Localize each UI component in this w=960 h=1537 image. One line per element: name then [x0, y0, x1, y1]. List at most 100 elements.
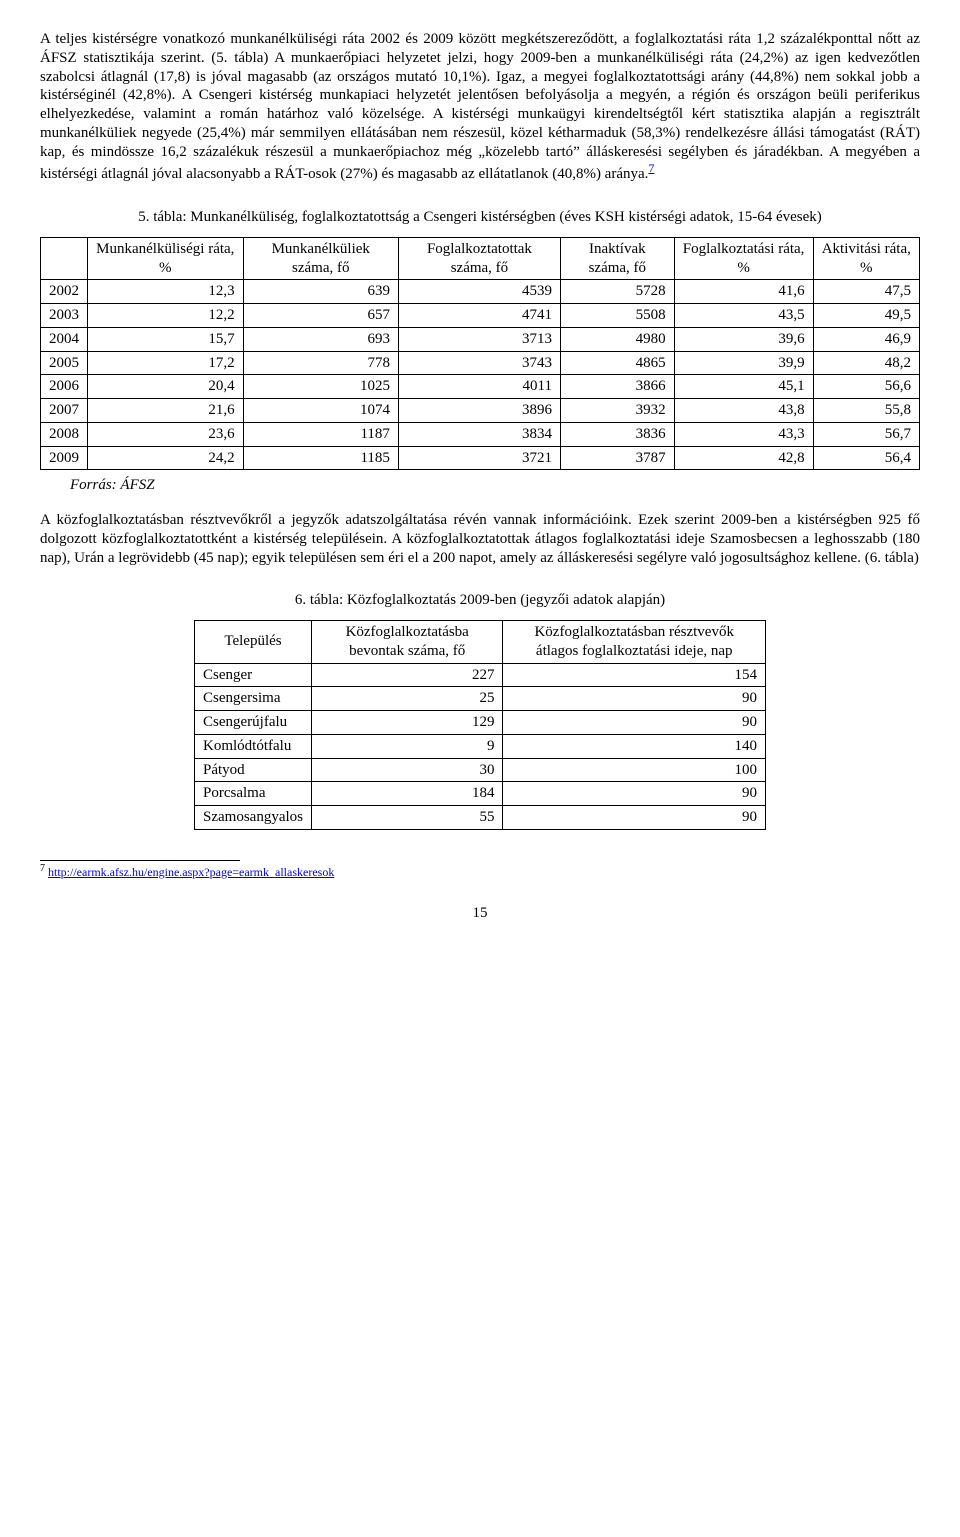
table6: Település Közfoglalkoztatásba bevontak s…: [194, 620, 766, 830]
table-cell: 657: [243, 304, 398, 328]
table-cell: 43,5: [674, 304, 813, 328]
table-row: Pátyod30100: [195, 758, 766, 782]
table-cell: 3932: [560, 399, 674, 423]
table-cell: 17,2: [88, 351, 244, 375]
table-cell: 43,3: [674, 422, 813, 446]
table-cell: 3721: [398, 446, 560, 470]
table5-header-row: Munkanélküliségi ráta, % Munkanélküliek …: [41, 237, 920, 280]
table-cell: 2006: [41, 375, 88, 399]
table-cell: 3713: [398, 327, 560, 351]
table6-h1: Közfoglalkoztatásba bevontak száma, fő: [311, 621, 502, 664]
table6-header-row: Település Közfoglalkoztatásba bevontak s…: [195, 621, 766, 664]
table-cell: 56,4: [813, 446, 919, 470]
table-cell: 47,5: [813, 280, 919, 304]
table-cell: 4741: [398, 304, 560, 328]
table5-h5: Foglalkoztatási ráta, %: [674, 237, 813, 280]
table-cell: 1074: [243, 399, 398, 423]
table-cell: 41,6: [674, 280, 813, 304]
table-cell: 24,2: [88, 446, 244, 470]
footnote-7-link[interactable]: http://earmk.afsz.hu/engine.aspx?page=ea…: [48, 865, 334, 879]
footnote-separator: [40, 860, 240, 861]
table-row: Csenger227154: [195, 663, 766, 687]
table-cell: 21,6: [88, 399, 244, 423]
table-cell: 227: [311, 663, 502, 687]
table-row: 200517,27783743486539,948,2: [41, 351, 920, 375]
table-cell: 2003: [41, 304, 88, 328]
table-cell: 90: [503, 806, 766, 830]
table-cell: 46,9: [813, 327, 919, 351]
table-cell: 2008: [41, 422, 88, 446]
table-cell: 39,9: [674, 351, 813, 375]
table-cell: 90: [503, 687, 766, 711]
table-cell: Csengerújfalu: [195, 711, 312, 735]
table-cell: 42,8: [674, 446, 813, 470]
table5-h1: Munkanélküliségi ráta, %: [88, 237, 244, 280]
table-cell: 3836: [560, 422, 674, 446]
table-cell: 778: [243, 351, 398, 375]
table-cell: 4980: [560, 327, 674, 351]
footnote-ref-7[interactable]: 7: [648, 161, 654, 175]
table-cell: 1187: [243, 422, 398, 446]
table5-h4: Inaktívak száma, fő: [560, 237, 674, 280]
table-cell: 129: [311, 711, 502, 735]
table-cell: 3787: [560, 446, 674, 470]
table-cell: Szamosangyalos: [195, 806, 312, 830]
table-cell: 2009: [41, 446, 88, 470]
table-row: 200312,26574741550843,549,5: [41, 304, 920, 328]
table-row: Csengersima2590: [195, 687, 766, 711]
table-cell: 23,6: [88, 422, 244, 446]
paragraph-2: A közfoglalkoztatásban résztvevőkről a j…: [40, 511, 920, 567]
page-number: 15: [40, 904, 920, 923]
table-cell: 693: [243, 327, 398, 351]
table-cell: 45,1: [674, 375, 813, 399]
table-cell: 3866: [560, 375, 674, 399]
table-cell: 2002: [41, 280, 88, 304]
table5-h0: [41, 237, 88, 280]
table-cell: 3834: [398, 422, 560, 446]
table-cell: 2007: [41, 399, 88, 423]
table6-caption: 6. tábla: Közfoglalkoztatás 2009-ben (je…: [40, 591, 920, 610]
table-row: 200823,611873834383643,356,7: [41, 422, 920, 446]
footnote-7: 7 http://earmk.afsz.hu/engine.aspx?page=…: [40, 863, 920, 880]
table-cell: 5508: [560, 304, 674, 328]
table-cell: 25: [311, 687, 502, 711]
table-cell: 55,8: [813, 399, 919, 423]
table-cell: 4539: [398, 280, 560, 304]
table-row: 200721,610743896393243,855,8: [41, 399, 920, 423]
table5: Munkanélküliségi ráta, % Munkanélküliek …: [40, 237, 920, 471]
table-cell: Komlódtótfalu: [195, 734, 312, 758]
table6-h0: Település: [195, 621, 312, 664]
table5-caption: 5. tábla: Munkanélküliség, foglalkoztato…: [40, 208, 920, 227]
table-cell: 100: [503, 758, 766, 782]
table5-h6: Aktivitási ráta, %: [813, 237, 919, 280]
table-cell: 12,2: [88, 304, 244, 328]
table-cell: 140: [503, 734, 766, 758]
table-cell: 4865: [560, 351, 674, 375]
table-cell: 3743: [398, 351, 560, 375]
table-cell: Porcsalma: [195, 782, 312, 806]
table-cell: 56,7: [813, 422, 919, 446]
table-row: 200924,211853721378742,856,4: [41, 446, 920, 470]
footnote-7-num: 7: [40, 863, 45, 874]
table-cell: 184: [311, 782, 502, 806]
table-cell: 9: [311, 734, 502, 758]
table-cell: 30: [311, 758, 502, 782]
table-cell: 2004: [41, 327, 88, 351]
table-row: Csengerújfalu12990: [195, 711, 766, 735]
table-cell: 20,4: [88, 375, 244, 399]
table-cell: 15,7: [88, 327, 244, 351]
table6-h2: Közfoglalkoztatásban résztvevők átlagos …: [503, 621, 766, 664]
table-cell: 12,3: [88, 280, 244, 304]
table5-h3: Foglalkoztatottak száma, fő: [398, 237, 560, 280]
table-row: 200415,76933713498039,646,9: [41, 327, 920, 351]
table-row: 200620,410254011386645,156,6: [41, 375, 920, 399]
table5-source: Forrás: ÁFSZ: [70, 476, 920, 495]
table-row: Komlódtótfalu9140: [195, 734, 766, 758]
table-cell: 5728: [560, 280, 674, 304]
table-cell: 56,6: [813, 375, 919, 399]
table-cell: 39,6: [674, 327, 813, 351]
table-cell: 1025: [243, 375, 398, 399]
table5-h2: Munkanélküliek száma, fő: [243, 237, 398, 280]
table-cell: 3896: [398, 399, 560, 423]
paragraph-1: A teljes kistérségre vonatkozó munkanélk…: [40, 30, 920, 184]
